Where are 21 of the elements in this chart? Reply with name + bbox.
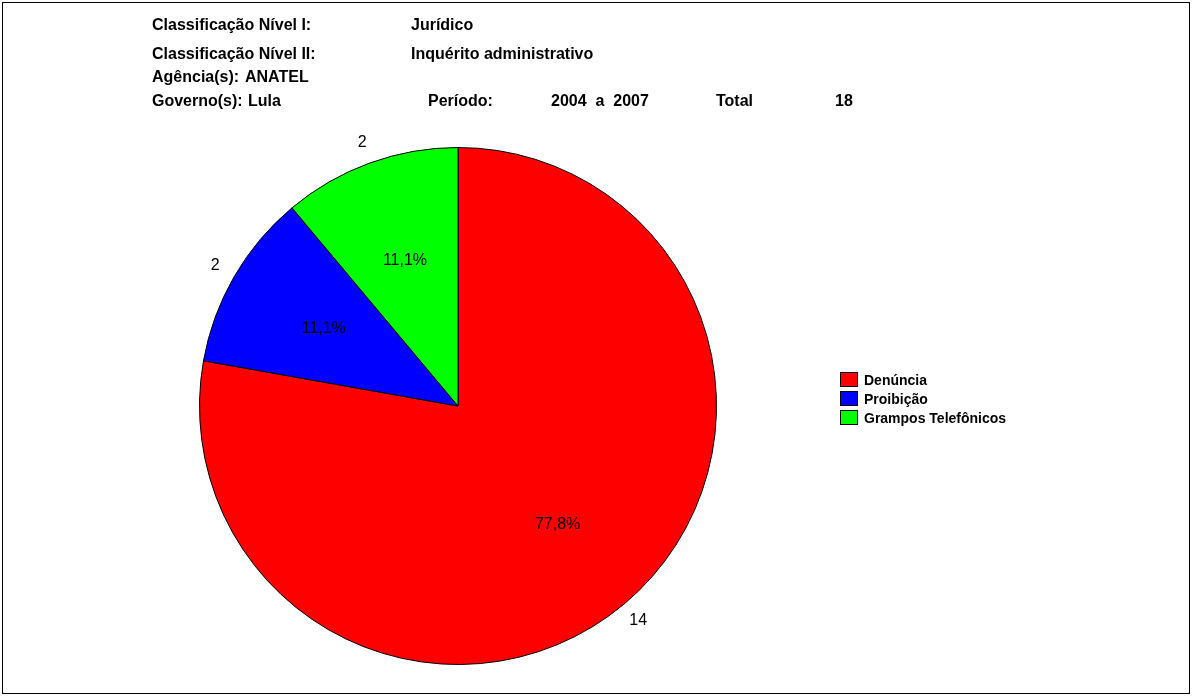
text: Total: [716, 92, 754, 110]
legend-label: Grampos Telefônicos: [864, 409, 1007, 426]
data-label: 11,1%: [382, 250, 428, 268]
text: Jurídico: [411, 16, 474, 34]
text: Lula: [248, 92, 281, 110]
data-label: 77,8%: [534, 515, 581, 533]
text: 2: [210, 255, 220, 273]
text: 2004 a 2007: [551, 92, 649, 110]
legend-label: Denúncia: [864, 371, 928, 388]
text: ANATEL: [245, 68, 309, 86]
text: Inquérito administrativo: [411, 45, 594, 63]
data-label: 11,1%: [301, 318, 346, 336]
text: Classificação Nível II:: [152, 45, 316, 63]
text: Classificação Nível I:: [152, 16, 312, 34]
legend-label: Proibição: [864, 390, 928, 407]
text: 2: [357, 132, 367, 150]
text: Governo(s):: [152, 92, 243, 110]
text: Agência(s):: [152, 68, 240, 86]
text: Período:: [428, 92, 493, 110]
text: 18: [835, 92, 853, 110]
text: 14: [629, 611, 648, 629]
